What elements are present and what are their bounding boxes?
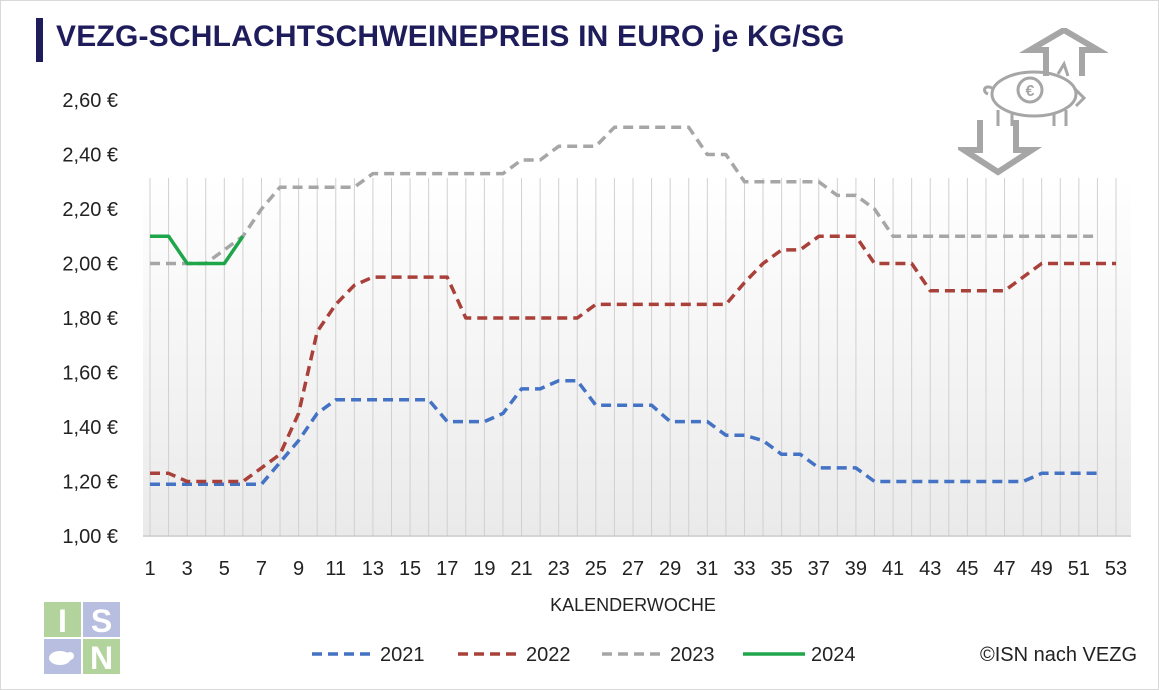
x-tick-label: 9 xyxy=(293,558,304,580)
x-tick-label: 11 xyxy=(325,558,346,580)
series-lines xyxy=(150,125,1116,486)
x-tick-label: 3 xyxy=(182,558,193,580)
x-tick-label: 49 xyxy=(1031,558,1053,580)
x-tick-label: 41 xyxy=(882,558,904,580)
pig-euro-price-arrows-icon: € xyxy=(958,28,1108,176)
legend-label-2022: 2022 xyxy=(526,644,571,666)
y-tick-label: 1,80 € xyxy=(62,308,118,330)
x-tick-label: 7 xyxy=(256,558,267,580)
x-tick-label: 13 xyxy=(362,558,384,580)
series-line-2024 xyxy=(150,234,245,266)
isn-logo-letter-s: S xyxy=(91,603,112,639)
x-tick-label: 25 xyxy=(585,558,607,580)
x-tick-label: 45 xyxy=(956,558,978,580)
svg-text:€: € xyxy=(1026,83,1035,100)
isn-logo-icon: I S N xyxy=(44,602,120,674)
y-tick-label: 2,20 € xyxy=(62,199,118,221)
x-tick-label: 15 xyxy=(399,558,421,580)
y-tick-label: 1,60 € xyxy=(62,363,118,385)
x-tick-label: 43 xyxy=(919,558,941,580)
x-axis-label: KALENDERWOCHE xyxy=(550,595,716,615)
plot-background xyxy=(143,178,1131,537)
x-tick-label: 27 xyxy=(622,558,644,580)
x-tick-label: 33 xyxy=(733,558,755,580)
y-tick-label: 1,40 € xyxy=(62,417,118,439)
legend-label-2023: 2023 xyxy=(670,644,715,666)
series-line-2022 xyxy=(150,234,1116,484)
title-accent-bar xyxy=(36,18,43,62)
y-tick-label: 1,20 € xyxy=(62,472,118,494)
y-tick-label: 1,00 € xyxy=(62,526,118,548)
y-tick-label: 2,60 € xyxy=(62,90,118,112)
x-tick-label: 5 xyxy=(219,558,230,580)
isn-logo-letter-n: N xyxy=(90,640,113,674)
chart-title: VEZG-SCHLACHTSCHWEINEPREIS IN EURO je KG… xyxy=(56,20,845,53)
legend: 2021 2022 2023 2024 xyxy=(312,644,856,666)
series-line-2023 xyxy=(150,125,1098,266)
x-tick-label: 53 xyxy=(1105,558,1127,580)
x-tick-label: 17 xyxy=(436,558,458,580)
x-tick-label: 23 xyxy=(548,558,570,580)
x-tick-label: 29 xyxy=(659,558,681,580)
x-tick-label: 19 xyxy=(473,558,495,580)
x-tick-label: 1 xyxy=(144,558,155,580)
axes: 1,00 € 1,20 € 1,40 € 1,60 € 1,80 € 2,00 € 2,20… xyxy=(62,90,1131,615)
legend-label-2024: 2024 xyxy=(811,644,856,666)
x-tick-label: 39 xyxy=(845,558,867,580)
x-tick-label: 47 xyxy=(993,558,1015,580)
copyright-note: ©ISN nach VEZG xyxy=(979,644,1137,666)
isn-logo-letter-i: I xyxy=(58,603,67,639)
series-line-2021 xyxy=(150,378,1098,486)
x-tick-label: 37 xyxy=(808,558,830,580)
legend-label-2021: 2021 xyxy=(380,644,425,666)
x-tick-label: 31 xyxy=(696,558,718,580)
y-tick-label: 2,00 € xyxy=(62,254,118,276)
y-tick-label: 2,40 € xyxy=(62,145,118,167)
x-tick-label: 35 xyxy=(770,558,792,580)
x-tick-label: 21 xyxy=(510,558,532,580)
x-tick-label: 51 xyxy=(1068,558,1090,580)
